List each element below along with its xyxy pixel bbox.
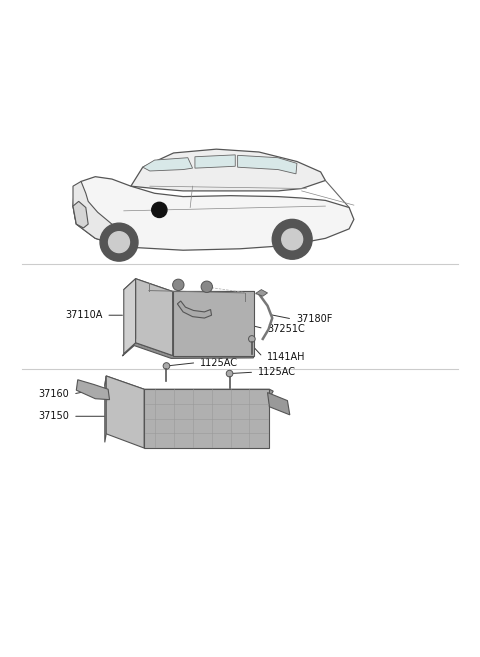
Polygon shape bbox=[178, 301, 212, 318]
Polygon shape bbox=[76, 380, 109, 399]
Polygon shape bbox=[173, 292, 254, 355]
Text: 1125AC: 1125AC bbox=[258, 367, 296, 377]
Circle shape bbox=[249, 336, 255, 342]
Polygon shape bbox=[267, 392, 290, 415]
Polygon shape bbox=[143, 158, 192, 171]
Polygon shape bbox=[136, 279, 173, 355]
Circle shape bbox=[100, 223, 138, 261]
Polygon shape bbox=[105, 376, 106, 442]
Polygon shape bbox=[106, 376, 144, 448]
Circle shape bbox=[163, 363, 170, 369]
Polygon shape bbox=[195, 155, 235, 168]
Polygon shape bbox=[238, 155, 297, 174]
Text: 37150: 37150 bbox=[38, 411, 69, 421]
Text: 37110A: 37110A bbox=[65, 310, 102, 320]
Text: 37180F: 37180F bbox=[296, 314, 332, 324]
Polygon shape bbox=[124, 279, 136, 353]
Text: 1141AH: 1141AH bbox=[266, 352, 305, 362]
Polygon shape bbox=[144, 389, 269, 448]
Polygon shape bbox=[122, 343, 254, 358]
Circle shape bbox=[108, 232, 130, 252]
Circle shape bbox=[282, 229, 302, 250]
Polygon shape bbox=[73, 177, 354, 250]
Polygon shape bbox=[73, 201, 88, 228]
Polygon shape bbox=[105, 376, 273, 399]
Circle shape bbox=[173, 279, 184, 290]
Circle shape bbox=[201, 281, 213, 292]
Circle shape bbox=[226, 371, 233, 377]
Text: 37160: 37160 bbox=[38, 389, 69, 399]
Circle shape bbox=[272, 219, 312, 260]
Polygon shape bbox=[124, 279, 254, 302]
Circle shape bbox=[152, 202, 167, 217]
Text: 1125AC: 1125AC bbox=[200, 357, 238, 368]
Polygon shape bbox=[73, 181, 131, 247]
Text: 37251C: 37251C bbox=[267, 323, 305, 334]
Polygon shape bbox=[256, 290, 267, 296]
Polygon shape bbox=[131, 149, 325, 191]
